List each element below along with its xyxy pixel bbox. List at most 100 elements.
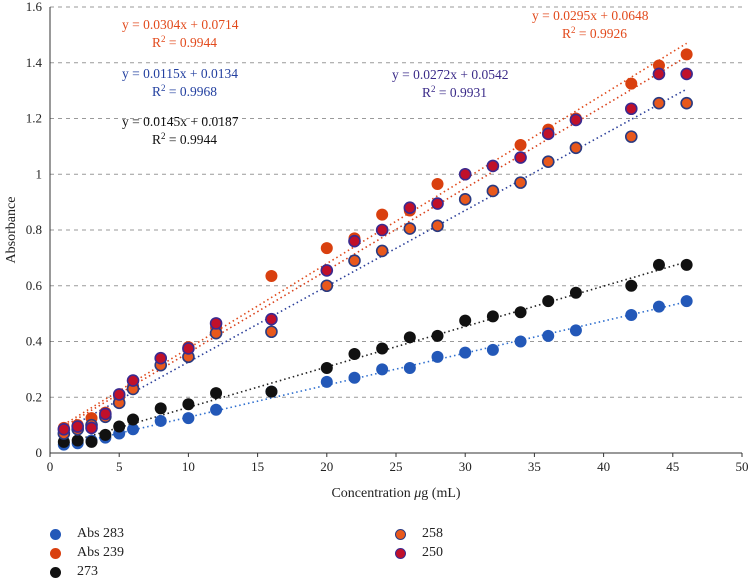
data-point — [652, 300, 665, 313]
legend-entry-abs239: Abs 239 — [50, 545, 124, 561]
y-tick-label-5: 1 — [36, 166, 43, 181]
legend-label-abs239: Abs 239 — [77, 545, 125, 560]
data-point — [182, 398, 195, 411]
data-point — [625, 279, 638, 292]
data-point — [348, 348, 361, 361]
data-point — [154, 414, 167, 427]
data-point — [569, 113, 583, 127]
data-point — [431, 178, 444, 191]
data-point — [320, 375, 333, 388]
data-point — [348, 234, 361, 248]
trendline-3 — [63, 88, 688, 432]
trendline-equation-2: y = 0.0145x + 0.0187 — [122, 114, 239, 129]
data-point — [624, 130, 638, 143]
data-point — [542, 329, 555, 342]
legend-marker-273 — [50, 566, 61, 578]
data-point — [431, 197, 444, 210]
y-tick-label-2: 0.4 — [26, 334, 43, 349]
data-point — [265, 312, 278, 326]
data-point — [376, 208, 389, 221]
legend-label-250: 250 — [422, 545, 443, 560]
data-point — [182, 342, 195, 355]
data-point — [154, 402, 167, 415]
data-point — [486, 159, 500, 173]
data-point — [652, 67, 666, 81]
legend-entry-273: 273 — [50, 564, 98, 580]
data-point — [375, 244, 389, 258]
legend-entry-258: 258 — [395, 526, 443, 542]
trendline-equation-0: y = 0.0115x + 0.0134 — [122, 66, 238, 81]
data-point — [652, 258, 665, 271]
data-point — [458, 193, 472, 206]
y-axis-title: Absorbance — [4, 197, 19, 264]
data-point — [569, 286, 582, 299]
x-tick-label-5: 25 — [390, 459, 403, 474]
data-point — [127, 413, 140, 426]
data-point — [514, 335, 527, 348]
data-point — [376, 363, 389, 376]
data-point — [514, 306, 527, 319]
data-point — [680, 96, 693, 110]
data-point — [210, 387, 223, 400]
trendline-r2-2: R2 = 0.9944 — [152, 131, 217, 147]
data-point — [514, 151, 527, 164]
trendline-equation-3: y = 0.0272x + 0.0542 — [392, 67, 508, 82]
x-tick-label-9: 45 — [666, 459, 679, 474]
data-point — [625, 77, 638, 90]
data-point — [99, 407, 112, 421]
legend-entry-abs283: Abs 283 — [50, 526, 124, 542]
trendline-equation-4: y = 0.0295x + 0.0648 — [532, 8, 649, 23]
data-point — [154, 351, 168, 365]
data-point — [542, 295, 555, 308]
x-tick-label-1: 5 — [116, 459, 123, 474]
legend-label-258: 258 — [422, 526, 443, 541]
series-3 — [57, 96, 693, 440]
data-point — [320, 361, 333, 374]
data-point — [431, 350, 444, 363]
x-tick-label-7: 35 — [528, 459, 541, 474]
data-point — [459, 346, 472, 359]
y-tick-label-0: 0 — [36, 445, 43, 460]
data-point — [113, 420, 126, 433]
trendline-equation-1: y = 0.0304x + 0.0714 — [122, 17, 239, 32]
data-point — [624, 102, 638, 116]
data-point — [403, 222, 417, 235]
data-point — [458, 167, 472, 181]
trendline-1 — [63, 42, 688, 426]
y-tick-label-3: 0.6 — [26, 278, 43, 293]
data-point — [431, 329, 444, 342]
data-point — [71, 420, 84, 433]
data-point — [348, 371, 361, 384]
legend-marker-250 — [395, 547, 406, 559]
data-point — [459, 314, 472, 327]
data-point — [210, 403, 223, 416]
data-point — [320, 264, 334, 277]
data-point — [85, 435, 98, 448]
data-point — [680, 48, 693, 61]
data-point — [265, 385, 278, 398]
data-point — [112, 388, 126, 401]
data-point — [514, 176, 527, 189]
data-point — [182, 412, 195, 425]
trendline-r2-0: R2 = 0.9968 — [152, 83, 217, 99]
data-point — [541, 155, 555, 169]
data-point — [403, 331, 416, 344]
data-point — [652, 96, 666, 110]
data-point — [625, 309, 638, 322]
data-point — [486, 343, 499, 356]
y-tick-label-4: 0.8 — [26, 222, 42, 237]
data-point — [85, 421, 98, 435]
data-point — [569, 324, 582, 337]
data-point — [403, 201, 417, 214]
data-point — [680, 258, 693, 271]
x-tick-label-0: 0 — [47, 459, 54, 474]
data-point — [265, 269, 278, 282]
data-point — [403, 361, 416, 374]
data-point — [680, 295, 693, 308]
data-point — [209, 317, 223, 330]
x-tick-label-4: 20 — [320, 459, 333, 474]
data-point — [99, 428, 112, 441]
trendline-r2-3: R2 = 0.9931 — [422, 84, 487, 100]
legend-marker-abs283 — [50, 528, 61, 540]
